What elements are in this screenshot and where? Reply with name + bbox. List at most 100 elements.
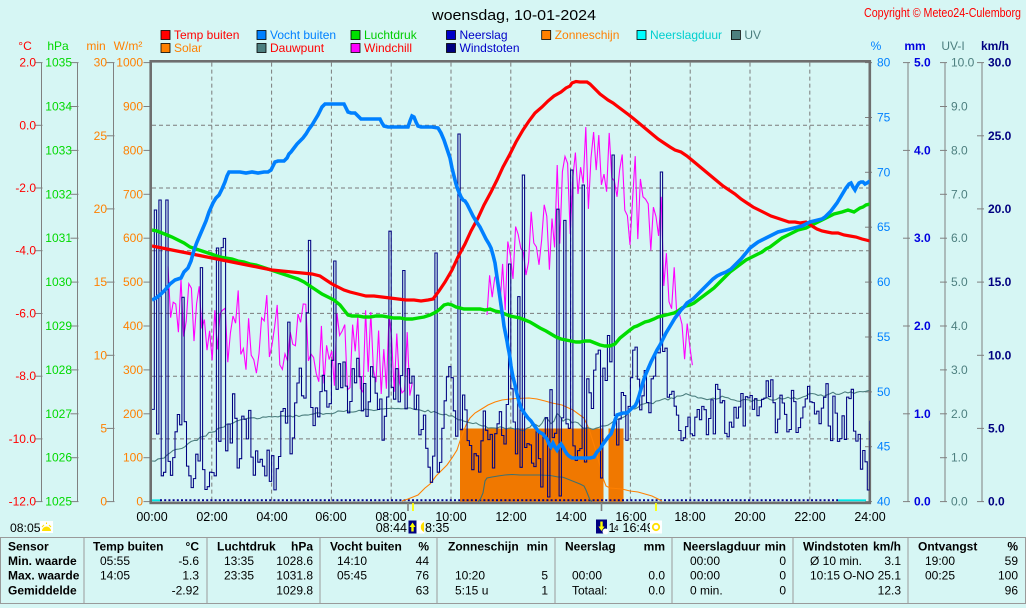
svg-text:1028.6: 1028.6 [276, 554, 313, 568]
svg-text:0.0: 0.0 [914, 495, 931, 509]
svg-text:Temp buiten: Temp buiten [93, 540, 163, 554]
svg-text:0 min.: 0 min. [690, 584, 723, 598]
svg-text:1000: 1000 [116, 56, 143, 70]
svg-text:00:00: 00:00 [690, 569, 720, 583]
svg-text:Dauwpunt: Dauwpunt [270, 41, 325, 55]
svg-text:W/m²: W/m² [114, 39, 143, 53]
svg-text:-5.6: -5.6 [178, 554, 199, 568]
svg-text:Totaal:: Totaal: [572, 584, 607, 598]
svg-text:0: 0 [779, 569, 786, 583]
svg-text:Zonneschijn: Zonneschijn [555, 28, 620, 42]
svg-text:59: 59 [1005, 554, 1019, 568]
svg-text:2.0: 2.0 [951, 407, 968, 421]
svg-text:65: 65 [877, 220, 891, 234]
svg-text:63: 63 [416, 584, 430, 598]
svg-text:0.0: 0.0 [648, 584, 665, 598]
svg-text:60: 60 [877, 275, 891, 289]
svg-text:Luchtdruk: Luchtdruk [364, 28, 418, 42]
svg-text:O-NO 25.1: O-NO 25.1 [843, 569, 901, 583]
svg-text:min: min [86, 39, 105, 53]
svg-text:0.0: 0.0 [19, 118, 36, 132]
svg-text:Windstoten: Windstoten [803, 540, 868, 554]
svg-text:23:35: 23:35 [224, 569, 254, 583]
svg-text:30.0: 30.0 [988, 56, 1012, 70]
svg-text:700: 700 [123, 187, 143, 201]
svg-text:UV-I: UV-I [941, 39, 964, 53]
svg-text:%: % [1007, 540, 1018, 554]
svg-text:Vocht buiten: Vocht buiten [330, 540, 402, 554]
svg-text:5.0: 5.0 [914, 56, 931, 70]
svg-text:5:15 u: 5:15 u [455, 584, 488, 598]
svg-text:1.0: 1.0 [951, 451, 968, 465]
svg-text:04:00: 04:00 [256, 510, 287, 524]
svg-text:1: 1 [541, 584, 548, 598]
svg-text:08:05: 08:05 [10, 521, 41, 535]
svg-text:5.0: 5.0 [951, 275, 968, 289]
svg-text:100: 100 [123, 451, 143, 465]
svg-text:Neerslag: Neerslag [460, 28, 508, 42]
svg-text:0.0: 0.0 [988, 495, 1005, 509]
svg-text:00:25: 00:25 [925, 569, 955, 583]
svg-text:1.3: 1.3 [182, 569, 199, 583]
svg-text:8.0: 8.0 [951, 143, 968, 157]
svg-text:mm: mm [904, 39, 925, 53]
svg-text:Min. waarde: Min. waarde [8, 554, 77, 568]
svg-text:3.0: 3.0 [951, 363, 968, 377]
svg-text:0.0: 0.0 [951, 495, 968, 509]
svg-text:Neerslagduur: Neerslagduur [650, 28, 722, 42]
svg-text:500: 500 [123, 275, 143, 289]
svg-text:80: 80 [877, 56, 891, 70]
svg-text:10:15: 10:15 [810, 569, 840, 583]
svg-text:Vocht buiten: Vocht buiten [270, 28, 336, 42]
svg-text:°C: °C [186, 540, 200, 554]
svg-text:22:00: 22:00 [794, 510, 825, 524]
svg-text:15.0: 15.0 [988, 275, 1012, 289]
svg-text:Luchtdruk: Luchtdruk [217, 540, 276, 554]
svg-text:08:44: 08:44 [376, 521, 407, 535]
svg-text:UV: UV [744, 28, 761, 42]
svg-text:40: 40 [877, 495, 891, 509]
svg-text:1029.8: 1029.8 [276, 584, 313, 598]
svg-text:hPa: hPa [291, 540, 313, 554]
svg-text:1: 1 [609, 521, 616, 535]
svg-text:km/h: km/h [873, 540, 901, 554]
svg-text:Neerslag: Neerslag [565, 540, 616, 554]
svg-text:25: 25 [94, 129, 108, 143]
svg-text:10.0: 10.0 [951, 56, 975, 70]
svg-text:6.0: 6.0 [951, 231, 968, 245]
svg-text:5: 5 [100, 421, 107, 435]
svg-text:20.0: 20.0 [988, 202, 1012, 216]
svg-text:00:00: 00:00 [572, 569, 602, 583]
svg-text:-2.0: -2.0 [15, 181, 36, 195]
svg-text:Copyright © Meteo24-Culemborg: Copyright © Meteo24-Culemborg [864, 6, 1021, 20]
svg-text:0: 0 [779, 584, 786, 598]
svg-text:0.0: 0.0 [648, 569, 665, 583]
svg-text:20: 20 [94, 202, 108, 216]
svg-text:06:00: 06:00 [315, 510, 346, 524]
svg-text:75: 75 [877, 111, 891, 125]
svg-text:14:10: 14:10 [337, 554, 367, 568]
svg-text:300: 300 [123, 363, 143, 377]
svg-text:600: 600 [123, 231, 143, 245]
svg-text:0: 0 [136, 495, 143, 509]
svg-text:-4.0: -4.0 [15, 244, 36, 258]
svg-text:800: 800 [123, 143, 143, 157]
svg-text:900: 900 [123, 100, 143, 114]
svg-text:10:20: 10:20 [455, 569, 485, 583]
svg-text:Sensor: Sensor [8, 540, 49, 554]
svg-text:12.3: 12.3 [878, 584, 902, 598]
svg-text:4: 4 [614, 524, 619, 533]
svg-text:4.0: 4.0 [951, 319, 968, 333]
svg-text:°C: °C [18, 39, 32, 53]
svg-text:hPa: hPa [47, 39, 69, 53]
svg-text:1035: 1035 [45, 56, 72, 70]
svg-text:5: 5 [541, 569, 548, 583]
svg-text:00:00: 00:00 [690, 554, 720, 568]
svg-text:-10.0: -10.0 [9, 432, 37, 446]
svg-text:1032: 1032 [45, 187, 72, 201]
svg-text:0: 0 [779, 554, 786, 568]
svg-text:min: min [527, 540, 548, 554]
svg-text:Neerslagduur: Neerslagduur [683, 540, 761, 554]
svg-text:200: 200 [123, 407, 143, 421]
svg-text:km/h: km/h [981, 39, 1009, 53]
